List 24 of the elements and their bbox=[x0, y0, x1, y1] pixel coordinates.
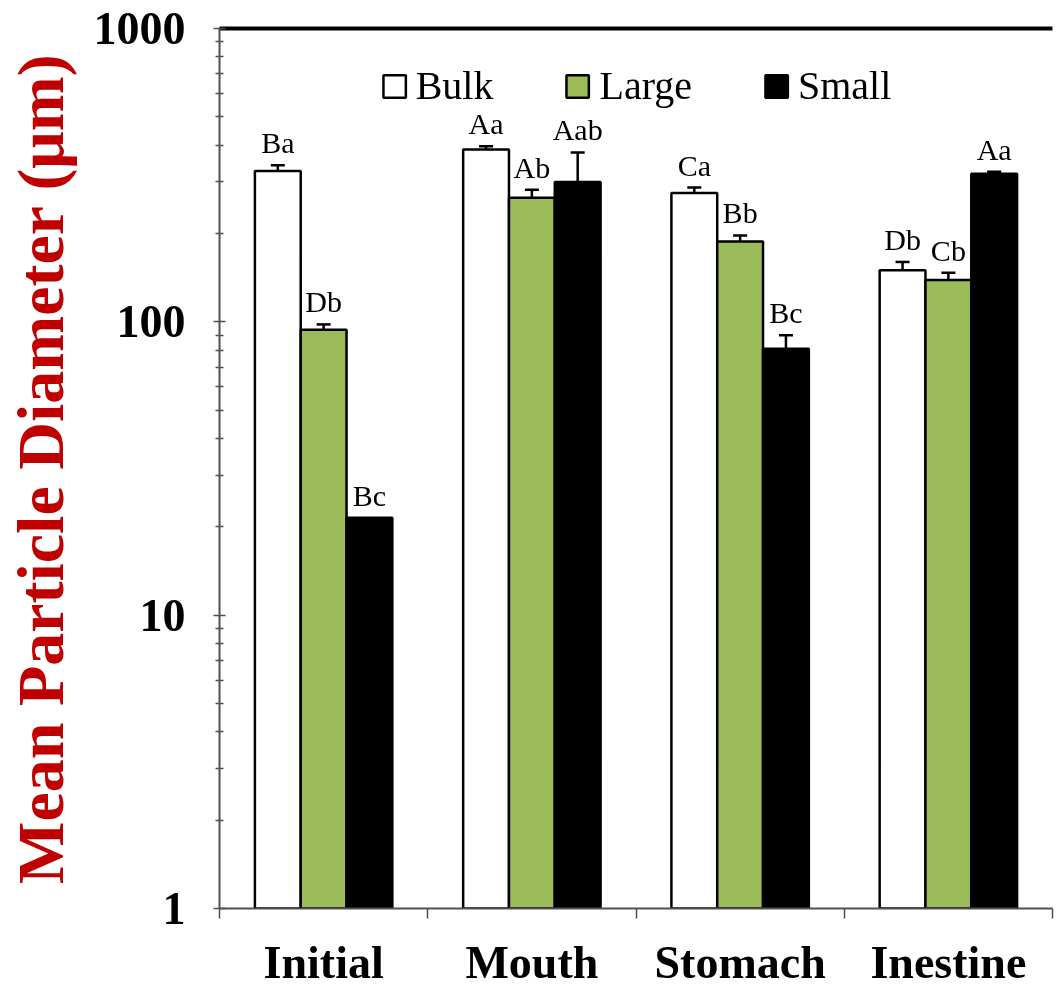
y-tick-label: 1000 bbox=[93, 3, 186, 54]
y-tick-label: 10 bbox=[139, 589, 186, 641]
legend-label: Bulk bbox=[415, 62, 494, 109]
data-label: Aa bbox=[976, 132, 1012, 166]
data-label: Ab bbox=[513, 150, 551, 184]
x-tick-label: Inestine bbox=[870, 936, 1027, 988]
data-label: Db bbox=[884, 222, 921, 256]
data-label: Cb bbox=[930, 233, 966, 267]
y-tick-label: 1 bbox=[162, 883, 186, 934]
legend-label: Small bbox=[798, 62, 892, 109]
data-label: Aa bbox=[468, 107, 504, 141]
x-tick-label: Mouth bbox=[465, 936, 599, 988]
data-label: Bc bbox=[769, 296, 803, 330]
x-tick-label: Initial bbox=[263, 936, 384, 988]
y-tick-label: 100 bbox=[116, 296, 186, 348]
data-label: Db bbox=[305, 285, 342, 319]
x-tick-label: Stomach bbox=[654, 936, 826, 988]
y-axis-title: Mean Particle Diameter (μm) bbox=[3, 54, 78, 884]
legend-label: Large bbox=[599, 62, 692, 109]
data-label: Ba bbox=[261, 126, 295, 160]
data-label: Bb bbox=[722, 196, 758, 230]
data-label: Ca bbox=[677, 148, 711, 182]
data-label: Aab bbox=[552, 113, 603, 147]
data-label: Bc bbox=[352, 478, 387, 512]
